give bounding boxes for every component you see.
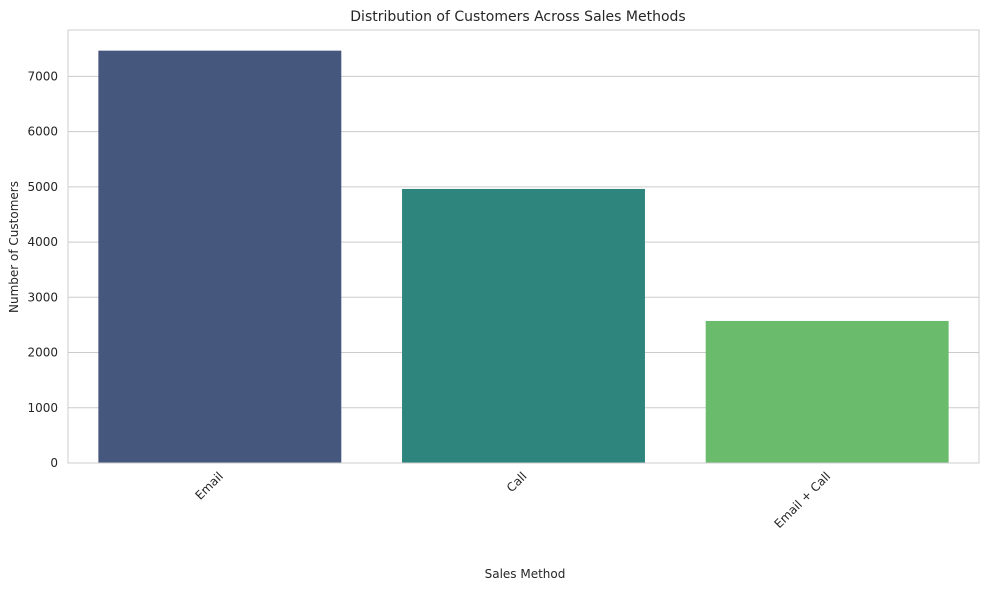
x-tick-label: Email [193,469,226,502]
y-tick-labels: 0 1000 2000 3000 4000 5000 6000 7000 [27,69,58,470]
y-axis-label: Number of Customers [7,181,21,313]
bar-email-call [705,320,949,463]
x-tick-labels: Email Call Email + Call [193,469,834,531]
y-tick-label: 1000 [27,401,58,415]
bar-email [98,50,342,463]
bars [98,50,949,464]
y-tick-label: 5000 [27,180,58,194]
plot-frame [67,29,980,464]
y-tick-label: 4000 [27,235,58,249]
x-tick-label: Email + Call [771,469,833,531]
y-tick-label: 0 [50,456,58,470]
x-tick-label: Call [504,469,530,495]
x-axis-label: Sales Method [485,567,566,581]
y-tick-label: 3000 [27,290,58,304]
y-tick-label: 2000 [27,346,58,360]
y-tick-label: 6000 [27,125,58,139]
chart-title: Distribution of Customers Across Sales M… [350,9,685,25]
bar-call [402,188,645,464]
y-tick-label: 7000 [27,69,58,83]
